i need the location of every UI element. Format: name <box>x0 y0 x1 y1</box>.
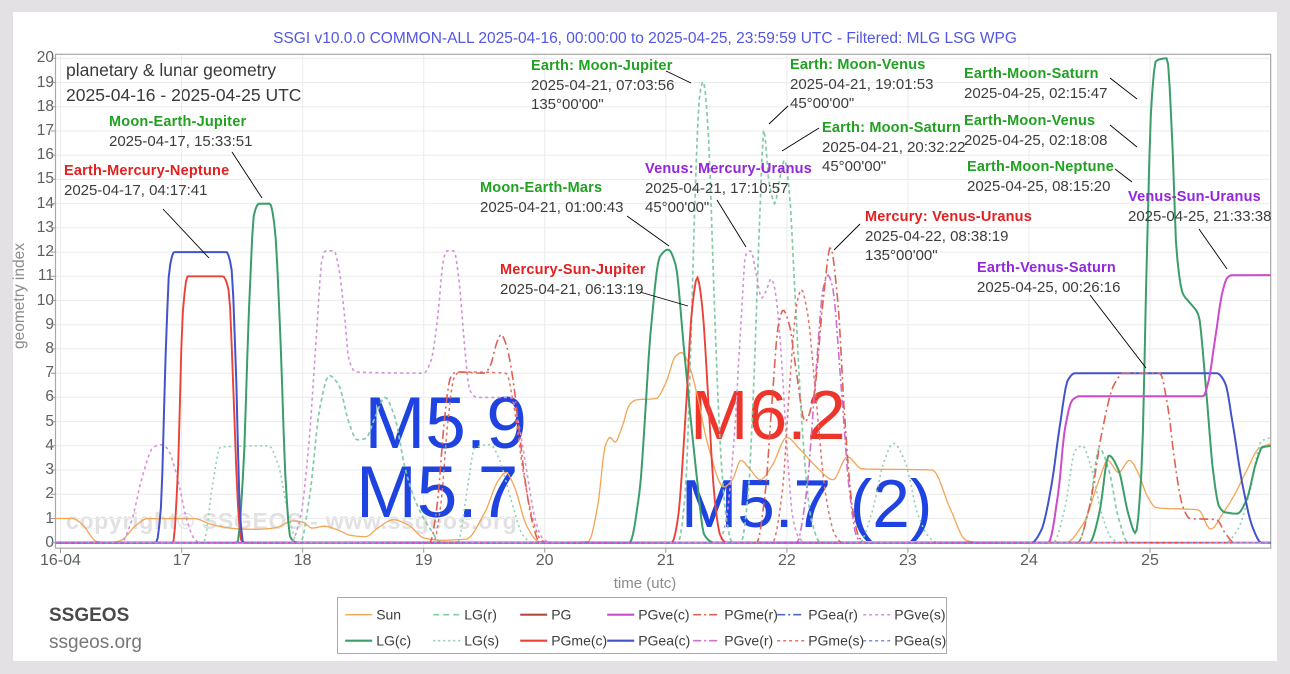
svg-text:LG(s): LG(s) <box>464 632 499 648</box>
svg-text:PGme(r): PGme(r) <box>724 606 778 622</box>
svg-text:Sun: Sun <box>376 606 401 622</box>
svg-text:LG(r): LG(r) <box>464 606 497 622</box>
svg-text:PGve(c): PGve(c) <box>638 606 689 622</box>
svg-text:geometry index: geometry index <box>11 243 28 349</box>
svg-text:LG(c): LG(c) <box>376 632 411 648</box>
svg-text:PG: PG <box>551 606 571 622</box>
svg-text:PGme(c): PGme(c) <box>551 632 607 648</box>
svg-text:PGme(s): PGme(s) <box>808 632 864 648</box>
svg-text:PGve(r): PGve(r) <box>724 632 773 648</box>
svg-text:PGea(s): PGea(s) <box>894 632 946 648</box>
svg-text:PGve(s): PGve(s) <box>894 606 945 622</box>
svg-text:PGea(c): PGea(c) <box>638 632 690 648</box>
svg-text:PGea(r): PGea(r) <box>808 606 858 622</box>
